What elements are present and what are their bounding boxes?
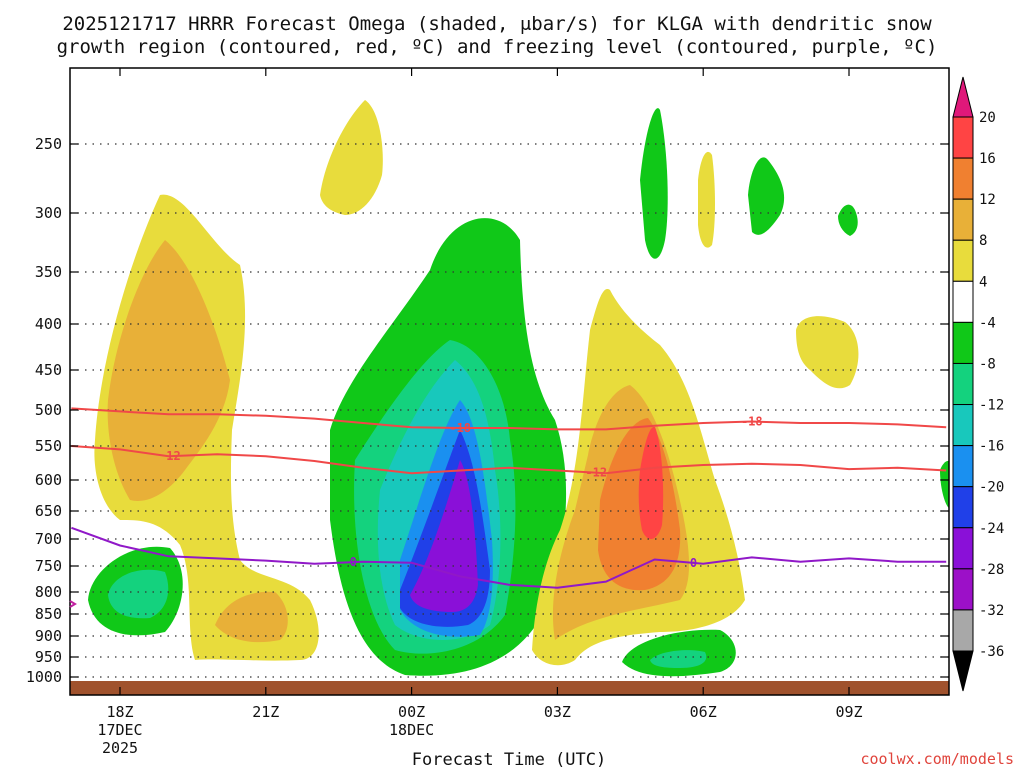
chart-title-line2: growth region (contoured, red, ºC) and f… (57, 36, 938, 58)
contour-dgz_minus18 (71, 407, 947, 431)
contour-lines: -18 -18 12 -12 0 0 (71, 407, 947, 589)
colorbar-label-13: -36 (979, 644, 1004, 660)
contour-label-freezing_level-5: 0 (690, 556, 697, 570)
omega-region-gt8-left-low (215, 591, 288, 643)
colorbar-label-10: -24 (979, 521, 1004, 537)
colorbar-label-7: -12 (979, 398, 1004, 414)
y-tick-label-900: 900 (35, 627, 62, 645)
omega-shading (88, 100, 949, 677)
colorbar-swatch-4 (952, 280, 974, 323)
plot-frame (69, 67, 950, 696)
omega-region-gt16-right (638, 426, 664, 540)
y-tick-label-850: 850 (35, 605, 62, 623)
y-tick-label-300: 300 (35, 204, 62, 222)
colorbar-swatch-6 (952, 362, 974, 406)
colorbar-label-4: 4 (979, 274, 987, 290)
y-tick-label-500: 500 (35, 401, 62, 419)
colorbar-label-12: -32 (979, 603, 1004, 619)
y-tick-label-950: 950 (35, 648, 62, 666)
colorbar-swatch-5 (952, 321, 974, 364)
colorbar-swatch-2 (952, 198, 974, 241)
colorbar-top-arrow (952, 76, 974, 118)
colorbar-swatch-12 (952, 609, 974, 652)
colorbar-swatch-7 (952, 404, 974, 447)
omega-region-lt-minus24-main (410, 460, 478, 612)
contour-label-dgz_minus12-3: -12 (585, 466, 607, 480)
colorbar-label-2: 12 (979, 192, 996, 208)
credit-text: coolwx.com/models (860, 750, 1014, 768)
x-tick-label-18Z: 18Z (106, 703, 133, 721)
x-tick-label-21Z: 21Z (252, 703, 279, 721)
y-tick-label-800: 800 (35, 583, 62, 601)
contour-label-dgz_minus18-1: -18 (741, 415, 763, 429)
omega-region-lt-minus4-upper2 (748, 157, 785, 235)
colorbar-label-9: -20 (979, 480, 1004, 496)
y-tick-label-550: 550 (35, 437, 62, 455)
colorbar-label-11: -28 (979, 562, 1004, 578)
x-tick-date-00Z: 18DEC (389, 721, 434, 739)
omega-region-lt-minus8-left (108, 569, 169, 619)
omega-region-lt-minus8-low-right (650, 650, 707, 668)
contour-label-dgz_minus12-2: 12 (166, 449, 180, 463)
y-tick-label-250: 250 (35, 135, 62, 153)
omega-region-lt-minus4-upper1 (640, 108, 668, 259)
contour-label-dgz_minus18-0: -18 (449, 421, 471, 435)
y-tick-label-650: 650 (35, 502, 62, 520)
omega-region-lt-minus4-edge (940, 460, 949, 509)
colorbar-label-3: 8 (979, 233, 987, 249)
y-tick-label-450: 450 (35, 361, 62, 379)
y-tick-label-600: 600 (35, 471, 62, 489)
y-tick-label-700: 700 (35, 530, 62, 548)
contour-freezing_level (71, 526, 947, 589)
colorbar-label-0: 20 (979, 110, 996, 126)
x-tick-label-03Z: 03Z (544, 703, 571, 721)
colorbar-bottom-arrow (952, 650, 974, 692)
chart-title-line1: 2025121717 HRRR Forecast Omega (shaded, … (62, 13, 932, 35)
colorbar-label-6: -8 (979, 356, 996, 372)
colorbar-swatch-0 (952, 116, 974, 159)
x-tick-label-06Z: 06Z (690, 703, 717, 721)
colorbar: 20 16 12 8 4 -4 -8 -12 -16 -20 -24 -28 -32 -36 (952, 76, 1004, 692)
y-tick-label-350: 350 (35, 263, 62, 281)
colorbar-label-8: -16 (979, 439, 1004, 455)
y-tick-label-1000: 1000 (26, 668, 62, 686)
colorbar-swatch-10 (952, 527, 974, 570)
ground-strip (70, 681, 949, 695)
colorbar-swatch-3 (952, 239, 974, 282)
x-tick-year-18Z: 2025 (102, 739, 138, 757)
y-tick-label-400: 400 (35, 315, 62, 333)
x-tick-label-09Z: 09Z (835, 703, 862, 721)
colorbar-swatch-8 (952, 445, 974, 488)
contour-label-freezing_level-4: 0 (350, 555, 357, 569)
colorbar-swatch-9 (952, 486, 974, 529)
x-tick-date-18Z: 17DEC (97, 721, 142, 739)
colorbar-swatch-11 (952, 568, 974, 611)
contour-dgz_minus12 (71, 445, 947, 475)
colorbar-label-5: -4 (979, 315, 996, 331)
omega-region-gt4-top (320, 100, 383, 215)
y-axis: 250 300 350 400 450 500 550 600 650 700 750 800 850 9… (26, 135, 949, 686)
x-axis-label: Forecast Time (UTC) (412, 750, 606, 768)
omega-region-gt4-upper-right1 (698, 151, 715, 248)
left-edge-marker (69, 600, 77, 608)
colorbar-label-1: 16 (979, 151, 996, 167)
y-tick-label-750: 750 (35, 557, 62, 575)
x-tick-label-00Z: 00Z (398, 703, 425, 721)
colorbar-swatch-1 (952, 157, 974, 200)
